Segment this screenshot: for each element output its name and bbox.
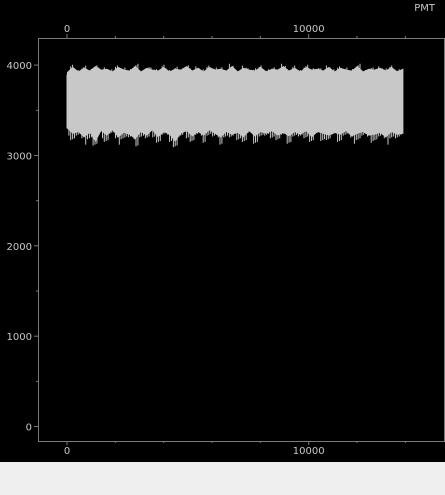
x-tick-label-top: 10000 xyxy=(293,24,325,35)
signal-spikes xyxy=(66,63,404,148)
y-tick-label: 1000 xyxy=(7,332,32,343)
y-tick-label: 3000 xyxy=(7,151,32,162)
channel-label: PMT xyxy=(414,3,436,14)
axes: 0 1000 2000 3000 4000 0 0 10000 10000 xyxy=(7,24,406,457)
y-tick-label: 4000 xyxy=(7,61,32,72)
plot-canvas[interactable]: 0 1000 2000 3000 4000 0 0 10000 10000 PMT xyxy=(0,0,445,462)
y-tick-label: 0 xyxy=(26,423,32,434)
x-tick-label-top: 0 xyxy=(64,24,70,35)
status-strip xyxy=(0,462,445,495)
plot-window: 0 1000 2000 3000 4000 0 0 10000 10000 PMT xyxy=(0,0,445,462)
x-tick-label-bottom: 10000 xyxy=(293,446,325,457)
signal-trace xyxy=(66,63,404,148)
x-tick-label-bottom: 0 xyxy=(64,446,70,457)
y-tick-label: 2000 xyxy=(7,242,32,253)
